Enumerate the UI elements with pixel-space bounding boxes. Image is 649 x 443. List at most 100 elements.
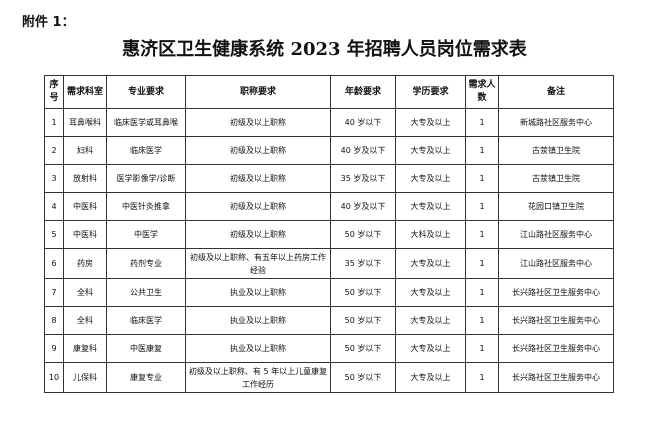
table-cell: 全科: [63, 278, 107, 307]
column-header: 年龄要求: [330, 75, 396, 109]
table-cell: 6: [44, 248, 64, 279]
table-cell: 7: [44, 278, 64, 307]
table-cell: 江山路社区服务中心: [498, 248, 614, 279]
table-cell: 5: [44, 220, 64, 249]
table-cell: 1: [465, 164, 499, 193]
table-row: 5 中医科 中医学 初级及以上职称 50 岁以下 大科及以上 1 江山路社区服务中心: [44, 220, 614, 249]
table-cell: 长兴路社区卫生服务中心: [498, 306, 614, 335]
table-cell: 中医针灸推拿: [106, 192, 186, 221]
table-cell: 执业及以上职称: [185, 334, 331, 363]
table-cell: 儿保科: [63, 362, 107, 393]
table-cell: 初级及以上职称: [185, 164, 331, 193]
table-cell: 初级及以上职称、有五年以上药房工作经验: [185, 248, 331, 279]
table-row: 1 耳鼻喉科 临床医学或耳鼻喉 初级及以上职称 40 岁以下 大专及以上 1 新城路社区服务中…: [44, 108, 614, 137]
table-cell: 1: [44, 108, 64, 137]
table-cell: 古荥镇卫生院: [498, 136, 614, 165]
table-cell: 执业及以上职称: [185, 278, 331, 307]
table-cell: 公共卫生: [106, 278, 186, 307]
table-cell: 花园口镇卫生院: [498, 192, 614, 221]
table-cell: 1: [465, 362, 499, 393]
table-cell: 1: [465, 334, 499, 363]
table-cell: 康复科: [63, 334, 107, 363]
table-cell: 2: [44, 136, 64, 165]
table-cell: 临床医学或耳鼻喉: [106, 108, 186, 137]
table-cell: 放射科: [63, 164, 107, 193]
table-cell: 中医科: [63, 220, 107, 249]
table-cell: 50 岁以下: [330, 278, 396, 307]
table-cell: 1: [465, 278, 499, 307]
table-cell: 大专及以上: [395, 278, 466, 307]
table-cell: 10: [44, 362, 64, 393]
table-row: 7 全科 公共卫生 执业及以上职称 50 岁以下 大专及以上 1 长兴路社区卫生服务中心: [44, 278, 614, 307]
table-cell: 35 岁以下: [330, 248, 396, 279]
table-cell: 8: [44, 306, 64, 335]
table-cell: 40 岁及以下: [330, 192, 396, 221]
column-header: 需求人数: [465, 75, 499, 109]
table-row: 3 放射科 医学影像学/诊断 初级及以上职称 35 岁及以下 大专及以上 1 古荥镇卫生院: [44, 164, 614, 193]
table-cell: 初级及以上职称: [185, 108, 331, 137]
table-cell: 中医学: [106, 220, 186, 249]
table-row: 9 康复科 中医康复 执业及以上职称 50 岁以下 大专及以上 1 长兴路社区卫生服务中心: [44, 334, 614, 363]
table-cell: 长兴路社区卫生服务中心: [498, 362, 614, 393]
table-cell: 耳鼻喉科: [63, 108, 107, 137]
column-header: 备注: [498, 75, 614, 109]
column-header: 需求科室: [63, 75, 107, 109]
table-cell: 1: [465, 108, 499, 137]
table-cell: 长兴路社区卫生服务中心: [498, 334, 614, 363]
table-cell: 药剂专业: [106, 248, 186, 279]
table-row: 6 药房 药剂专业 初级及以上职称、有五年以上药房工作经验 35 岁以下 大专及以上 1 江山…: [44, 248, 614, 279]
table-cell: 50 岁以下: [330, 362, 396, 393]
table-cell: 初级及以上职称: [185, 136, 331, 165]
table-cell: 初级及以上职称: [185, 192, 331, 221]
table-cell: 大专及以上: [395, 362, 466, 393]
table-row: 8 全科 临床医学 执业及以上职称 50 岁以下 大专及以上 1 长兴路社区卫生服务中心: [44, 306, 614, 335]
table-cell: 执业及以上职称: [185, 306, 331, 335]
table-cell: 50 岁以下: [330, 334, 396, 363]
table-cell: 初级及以上职称: [185, 220, 331, 249]
table-cell: 大专及以上: [395, 248, 466, 279]
table-cell: 古荥镇卫生院: [498, 164, 614, 193]
table-cell: 4: [44, 192, 64, 221]
table-cell: 大科及以上: [395, 220, 466, 249]
table-cell: 全科: [63, 306, 107, 335]
document-title: 惠济区卫生健康系统 2023 年招聘人员岗位需求表: [122, 39, 527, 60]
table-cell: 江山路社区服务中心: [498, 220, 614, 249]
column-header: 学历要求: [395, 75, 466, 109]
table-cell: 医学影像学/诊断: [106, 164, 186, 193]
table-cell: 40 岁及以下: [330, 136, 396, 165]
table-cell: 新城路社区服务中心: [498, 108, 614, 137]
table-cell: 大专及以上: [395, 136, 466, 165]
table-cell: 40 岁以下: [330, 108, 396, 137]
table-cell: 药房: [63, 248, 107, 279]
table-cell: 妇科: [63, 136, 107, 165]
table-cell: 初级及以上职称、有 5 年以上儿童康复工作经历: [185, 362, 331, 393]
table-cell: 1: [465, 192, 499, 221]
attachment-label: 附件 1：: [22, 15, 75, 30]
table-cell: 中医康复: [106, 334, 186, 363]
table-cell: 50 岁以下: [330, 306, 396, 335]
table-cell: 中医科: [63, 192, 107, 221]
table-cell: 3: [44, 164, 64, 193]
table-cell: 1: [465, 306, 499, 335]
table-row: 10 儿保科 康复专业 初级及以上职称、有 5 年以上儿童康复工作经历 50 岁以下 大专…: [44, 362, 614, 393]
table-cell: 50 岁以下: [330, 220, 396, 249]
table-cell: 35 岁及以下: [330, 164, 396, 193]
table-cell: 1: [465, 220, 499, 249]
column-header: 专业要求: [106, 75, 186, 109]
table-cell: 大专及以上: [395, 334, 466, 363]
table-cell: 9: [44, 334, 64, 363]
table-cell: 大专及以上: [395, 306, 466, 335]
table-cell: 大专及以上: [395, 192, 466, 221]
column-header: 序号: [44, 75, 64, 109]
table-header: 序号 需求科室 专业要求 职称要求 年龄要求 学历要求 需求人数 备注: [44, 75, 614, 109]
table-row: 4 中医科 中医针灸推拿 初级及以上职称 40 岁及以下 大专及以上 1 花园口镇卫生院: [44, 192, 614, 221]
table-row: 2 妇科 临床医学 初级及以上职称 40 岁及以下 大专及以上 1 古荥镇卫生院: [44, 136, 614, 165]
table-cell: 临床医学: [106, 136, 186, 165]
table-cell: 康复专业: [106, 362, 186, 393]
table-cell: 长兴路社区卫生服务中心: [498, 278, 614, 307]
column-header: 职称要求: [185, 75, 331, 109]
table-cell: 临床医学: [106, 306, 186, 335]
table-cell: 大专及以上: [395, 164, 466, 193]
table-cell: 1: [465, 248, 499, 279]
recruitment-table: 序号 需求科室 专业要求 职称要求 年龄要求 学历要求 需求人数 备注 1 耳鼻喉科 临床医学或耳…: [44, 75, 614, 393]
